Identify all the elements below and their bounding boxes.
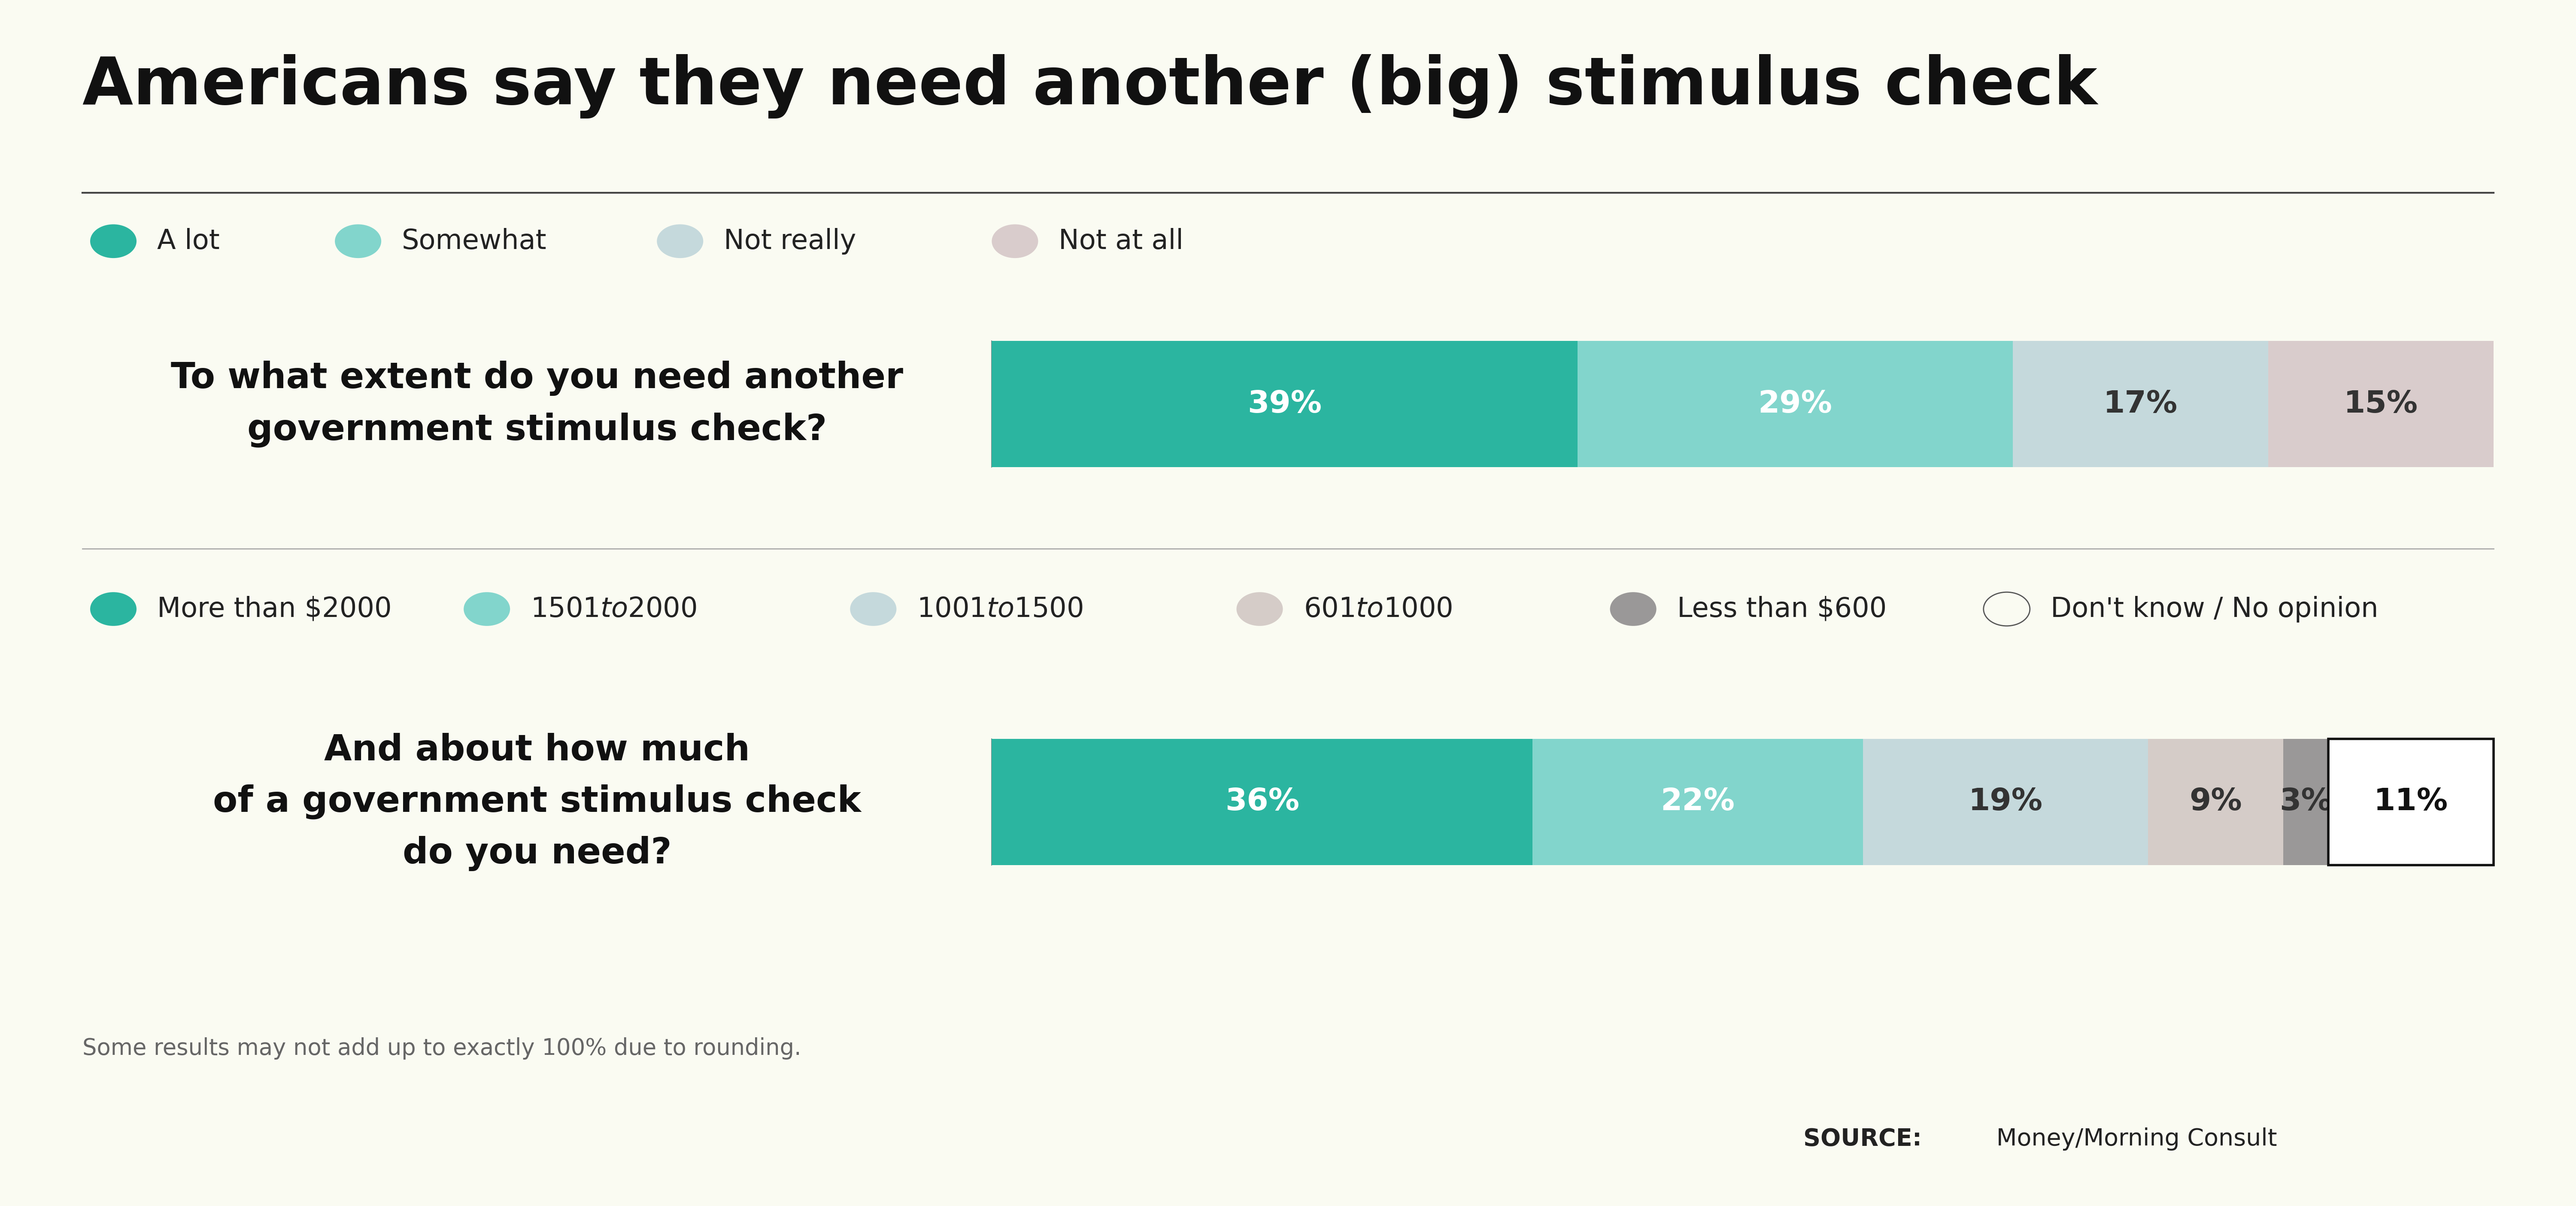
Ellipse shape — [90, 592, 137, 626]
Text: 9%: 9% — [2190, 788, 2241, 816]
Text: Some results may not add up to exactly 100% due to rounding.: Some results may not add up to exactly 1… — [82, 1037, 801, 1060]
FancyBboxPatch shape — [992, 340, 1577, 467]
Text: Less than $600: Less than $600 — [1677, 596, 1886, 622]
Ellipse shape — [1236, 592, 1283, 626]
Text: And about how much
of a government stimulus check
do you need?: And about how much of a government stimu… — [214, 733, 860, 871]
FancyBboxPatch shape — [2012, 340, 2269, 467]
Text: A lot: A lot — [157, 228, 219, 254]
Ellipse shape — [1610, 592, 1656, 626]
Ellipse shape — [992, 224, 1038, 258]
FancyBboxPatch shape — [1533, 738, 1862, 865]
Text: 39%: 39% — [1247, 390, 1321, 418]
Ellipse shape — [90, 224, 137, 258]
Text: 22%: 22% — [1662, 788, 1734, 816]
Text: SOURCE:: SOURCE: — [1803, 1128, 1922, 1151]
Ellipse shape — [335, 224, 381, 258]
Text: Don't know / No opinion: Don't know / No opinion — [2050, 596, 2378, 622]
FancyBboxPatch shape — [2329, 738, 2494, 865]
Ellipse shape — [850, 592, 896, 626]
Text: 17%: 17% — [2105, 390, 2177, 418]
Text: 3%: 3% — [2280, 788, 2331, 816]
Text: $1501 to $2000: $1501 to $2000 — [531, 596, 696, 622]
Text: 36%: 36% — [1226, 788, 1298, 816]
Ellipse shape — [1984, 592, 2030, 626]
Text: Somewhat: Somewhat — [402, 228, 546, 254]
Text: More than $2000: More than $2000 — [157, 596, 392, 622]
FancyBboxPatch shape — [1577, 340, 2012, 467]
Text: To what extent do you need another
government stimulus check?: To what extent do you need another gover… — [170, 361, 904, 447]
Ellipse shape — [657, 224, 703, 258]
FancyBboxPatch shape — [2148, 738, 2282, 865]
Text: Money/Morning Consult: Money/Morning Consult — [1989, 1128, 2277, 1151]
Text: $1001 to $1500: $1001 to $1500 — [917, 596, 1082, 622]
Text: Americans say they need another (big) stimulus check: Americans say they need another (big) st… — [82, 54, 2097, 118]
FancyBboxPatch shape — [2269, 340, 2494, 467]
FancyBboxPatch shape — [992, 738, 1533, 865]
FancyBboxPatch shape — [1862, 738, 2148, 865]
Text: 29%: 29% — [1759, 390, 1832, 418]
Text: 19%: 19% — [1968, 788, 2043, 816]
Text: 11%: 11% — [2375, 788, 2447, 816]
Text: 15%: 15% — [2344, 390, 2419, 418]
Text: Not at all: Not at all — [1059, 228, 1182, 254]
Text: $601 to $1000: $601 to $1000 — [1303, 596, 1453, 622]
FancyBboxPatch shape — [2282, 738, 2329, 865]
Text: Not really: Not really — [724, 228, 855, 254]
Ellipse shape — [464, 592, 510, 626]
